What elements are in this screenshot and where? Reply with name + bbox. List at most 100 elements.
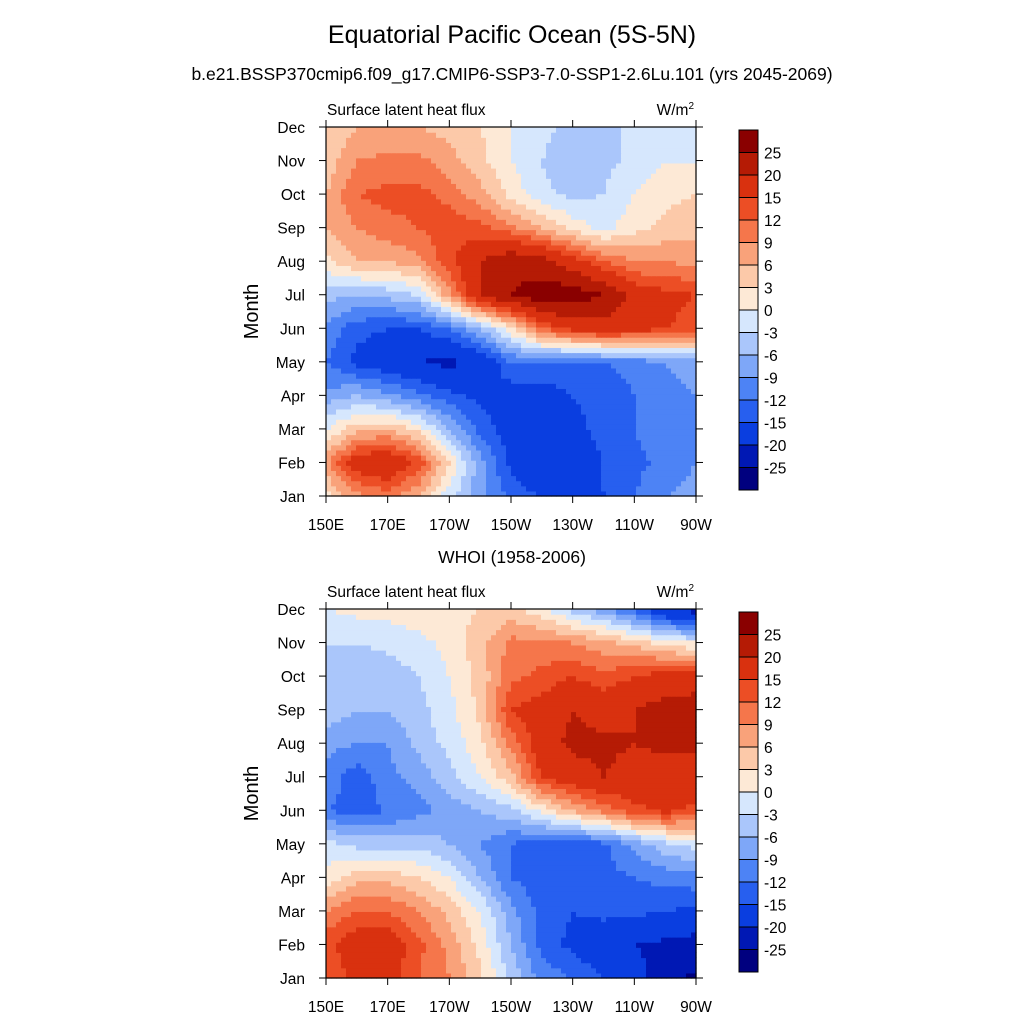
field-cell bbox=[426, 244, 432, 251]
field-cell bbox=[366, 173, 372, 179]
field-cell bbox=[386, 480, 392, 487]
field-cell bbox=[586, 255, 592, 261]
field-cell bbox=[671, 255, 677, 261]
field-cell bbox=[661, 168, 667, 174]
field-cell bbox=[651, 393, 657, 400]
field-cell bbox=[576, 393, 582, 400]
field-cell bbox=[371, 250, 377, 256]
field-cell bbox=[491, 224, 497, 231]
field-cell bbox=[421, 183, 427, 190]
field-cell bbox=[491, 362, 497, 369]
field-cell bbox=[366, 255, 372, 261]
field-cell bbox=[456, 490, 462, 497]
field-cell bbox=[331, 296, 337, 302]
field-cell bbox=[581, 301, 587, 307]
field-cell bbox=[621, 270, 627, 277]
field-cell bbox=[346, 326, 352, 333]
field-cell bbox=[531, 219, 537, 225]
field-cell bbox=[361, 352, 367, 359]
field-cell bbox=[476, 260, 482, 266]
field-cell bbox=[381, 408, 387, 415]
field-cell bbox=[536, 470, 542, 477]
field-cell bbox=[596, 439, 602, 446]
field-cell bbox=[511, 214, 517, 220]
field-cell bbox=[651, 224, 657, 231]
field-cell bbox=[546, 224, 552, 231]
field-cell bbox=[471, 414, 477, 420]
field-cell bbox=[366, 408, 372, 415]
field-cell bbox=[601, 275, 607, 282]
field-cell bbox=[421, 444, 427, 451]
field-cell bbox=[626, 316, 632, 323]
field-cell bbox=[601, 408, 607, 415]
field-cell bbox=[621, 239, 627, 246]
field-cell bbox=[421, 239, 427, 246]
field-cell bbox=[401, 490, 407, 497]
field-cell bbox=[606, 250, 612, 256]
field-cell bbox=[381, 250, 387, 256]
field-cell bbox=[496, 244, 502, 251]
field-cell bbox=[621, 265, 627, 272]
field-cell bbox=[456, 193, 462, 200]
field-cell bbox=[401, 362, 407, 369]
field-cell bbox=[561, 193, 567, 200]
field-cell bbox=[356, 306, 362, 313]
field-cell bbox=[591, 388, 597, 395]
panel-1: JanFebMarAprMayJunJulAugSepOctNovDec150E… bbox=[241, 101, 787, 534]
field-cell bbox=[456, 414, 462, 420]
field-cell bbox=[551, 429, 557, 436]
field-cell bbox=[476, 168, 482, 174]
field-cell bbox=[401, 347, 407, 354]
field-cell bbox=[416, 255, 422, 261]
field-cell bbox=[351, 301, 357, 307]
field-cell bbox=[461, 439, 467, 446]
field-cell bbox=[426, 439, 432, 446]
field-cell bbox=[681, 157, 687, 164]
field-cell bbox=[486, 209, 492, 215]
field-cell bbox=[666, 337, 672, 343]
field-cell bbox=[416, 316, 422, 323]
field-cell bbox=[441, 485, 447, 492]
field-cell bbox=[686, 455, 692, 461]
field-cell bbox=[386, 414, 392, 420]
field-cell bbox=[486, 449, 492, 456]
field-cell bbox=[491, 193, 497, 200]
field-cell bbox=[526, 198, 532, 205]
field-cell bbox=[546, 157, 552, 164]
field-cell bbox=[471, 183, 477, 190]
field-cell bbox=[536, 332, 542, 338]
field-cell bbox=[326, 424, 332, 430]
field-cell bbox=[376, 357, 382, 364]
field-cell bbox=[661, 424, 667, 430]
field-cell bbox=[636, 455, 642, 461]
field-cell bbox=[536, 265, 542, 272]
field-cell bbox=[486, 393, 492, 400]
field-cell bbox=[586, 173, 592, 179]
field-cell bbox=[341, 147, 347, 154]
field-cell bbox=[681, 460, 687, 466]
field-cell bbox=[476, 209, 482, 215]
field-cell bbox=[461, 250, 467, 256]
field-cell bbox=[691, 285, 697, 292]
field-cell bbox=[371, 434, 377, 441]
field-cell bbox=[556, 383, 562, 389]
field-cell bbox=[581, 265, 587, 272]
field-cell bbox=[346, 229, 352, 236]
field-cell bbox=[541, 378, 547, 384]
field-cell bbox=[386, 449, 392, 456]
field-cell bbox=[336, 280, 342, 287]
field-cell bbox=[341, 265, 347, 272]
field-cell bbox=[571, 485, 577, 492]
field-cell bbox=[586, 270, 592, 277]
field-cell bbox=[466, 485, 472, 492]
field-cell bbox=[626, 337, 632, 343]
field-cell bbox=[691, 260, 697, 266]
field-cell bbox=[466, 393, 472, 400]
field-cell bbox=[611, 270, 617, 277]
field-cell bbox=[511, 296, 517, 302]
field-cell bbox=[341, 260, 347, 266]
field-cell bbox=[331, 234, 337, 241]
field-cell bbox=[326, 470, 332, 477]
field-cell bbox=[511, 434, 517, 441]
field-cell bbox=[661, 152, 667, 159]
